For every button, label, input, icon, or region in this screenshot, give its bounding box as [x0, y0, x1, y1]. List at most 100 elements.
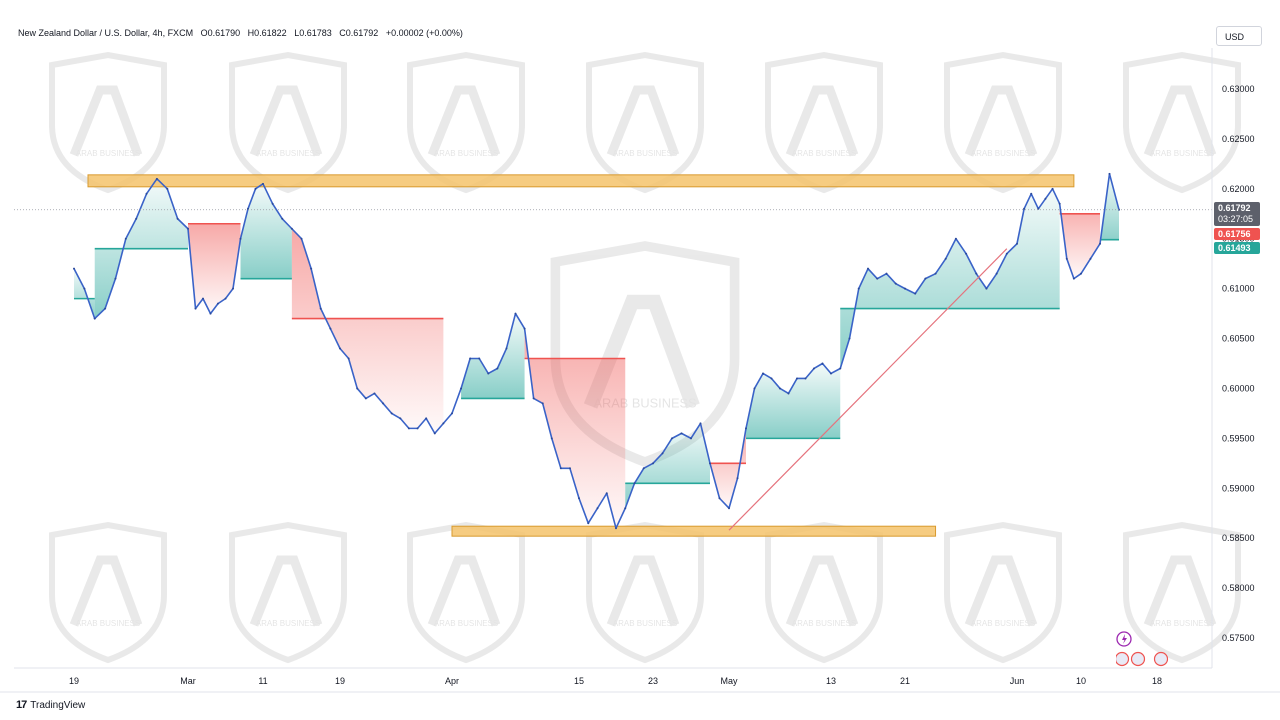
shield-icon: [1123, 51, 1241, 194]
price-point: [300, 237, 303, 240]
price-point: [578, 497, 580, 500]
supertrend-fill: [746, 363, 841, 439]
price-point: [425, 417, 428, 420]
price-point: [615, 527, 617, 530]
price-point: [596, 507, 599, 510]
price-point: [934, 272, 937, 275]
y-tick-label: 0.59500: [1222, 433, 1255, 443]
watermark-logo: ARAB BUSINESS: [944, 51, 1062, 194]
x-tick-label: 18: [1152, 676, 1162, 686]
price-point: [217, 302, 219, 305]
y-tick-label: 0.60500: [1222, 334, 1255, 344]
price-point: [753, 387, 756, 390]
x-tick-label: Jun: [1010, 676, 1025, 686]
price-point: [813, 367, 815, 370]
price-point: [787, 392, 790, 395]
price-point: [1072, 277, 1075, 280]
price-point: [382, 402, 385, 405]
price-point: [373, 392, 376, 395]
price-point: [83, 287, 86, 290]
y-tick-label: 0.61000: [1222, 284, 1255, 294]
tradingview-logo[interactable]: 17 TradingView: [16, 699, 85, 711]
shield-icon: [407, 51, 525, 194]
watermark-logo: ARAB BUSINESS: [944, 521, 1062, 664]
price-point: [310, 267, 313, 270]
y-tick-label: 0.58000: [1222, 583, 1255, 593]
watermark-text: ARAB BUSINESS: [792, 149, 856, 158]
watermark-logo: ARAB BUSINESS: [49, 51, 167, 194]
watermark-logo: ARAB BUSINESS: [1123, 521, 1241, 664]
price-point: [1051, 187, 1054, 190]
price-point: [176, 217, 179, 220]
price-point: [1058, 202, 1061, 205]
us-flag-icon[interactable]: [1153, 651, 1169, 667]
supertrend-fill: [710, 428, 746, 509]
price-point: [944, 257, 947, 260]
trendline-layer: [728, 248, 1008, 531]
price-point: [587, 522, 590, 525]
axis-layer: 0.630000.625000.620000.615000.610000.605…: [0, 48, 1280, 693]
price-point: [762, 372, 764, 375]
x-tick-label: 11: [258, 676, 267, 686]
us-flag-icon[interactable]: [1130, 651, 1146, 667]
watermark-logo: ARAB BUSINESS: [765, 521, 883, 664]
shield-icon: [586, 51, 704, 194]
watermark-text: ARAB BUSINESS: [434, 149, 498, 158]
price-point: [487, 372, 490, 375]
y-tick-label: 0.62000: [1222, 184, 1255, 194]
us-flag-icon[interactable]: [1116, 651, 1130, 667]
price-point: [442, 422, 445, 425]
supertrend-fill: [625, 423, 710, 509]
price-point: [224, 297, 227, 300]
shield-icon: [49, 521, 167, 664]
trendline[interactable]: [728, 248, 1008, 531]
price-point: [924, 277, 927, 280]
supertrend-fill: [291, 228, 444, 434]
symbol-title: New Zealand Dollar / U.S. Dollar, 4h, FX…: [18, 28, 194, 38]
price-point: [460, 387, 463, 390]
x-tick-label: Mar: [180, 676, 196, 686]
price-point: [390, 412, 393, 415]
shield-icon: [586, 521, 704, 664]
event-markers[interactable]: [1116, 630, 1172, 670]
price-point: [779, 387, 781, 390]
price-point: [839, 367, 842, 370]
x-tick-label: Apr: [445, 676, 459, 686]
x-tick-label: May: [720, 676, 738, 686]
watermark-text: ARAB BUSINESS: [792, 619, 856, 628]
price-point: [247, 207, 249, 210]
price-line-layer: [14, 172, 1212, 530]
last-price-value: 0.61792: [1218, 203, 1251, 213]
y-tick-label: 0.62500: [1222, 134, 1255, 144]
price-point: [894, 282, 897, 285]
watermark-letter: [427, 555, 501, 627]
x-tick-label: 23: [648, 676, 658, 686]
watermark-logo: ARAB BUSINESS: [586, 521, 704, 664]
price-point: [496, 367, 499, 370]
price-point: [541, 402, 544, 405]
supertrend-lower-label: 0.61493: [1214, 242, 1260, 254]
price-point: [339, 347, 341, 350]
price-point: [155, 177, 158, 180]
x-tick-label: 15: [574, 676, 584, 686]
high-value: H0.61822: [247, 28, 287, 38]
currency-button[interactable]: USD: [1216, 26, 1262, 46]
price-point: [505, 347, 508, 350]
x-tick-label: 10: [1076, 676, 1086, 686]
shield-icon: [49, 51, 167, 194]
price-point: [145, 192, 148, 195]
price-point: [661, 452, 664, 455]
watermark-letter: [69, 555, 143, 627]
price-point: [514, 312, 517, 315]
price-point: [187, 227, 189, 230]
supertrend-layer: [74, 173, 1119, 529]
price-point: [770, 377, 773, 380]
open-value: O0.61790: [200, 28, 241, 38]
watermark-letter: [249, 555, 323, 627]
price-point: [975, 272, 978, 275]
shield-icon: [229, 521, 347, 664]
price-point: [319, 307, 322, 310]
price-point: [451, 412, 453, 415]
